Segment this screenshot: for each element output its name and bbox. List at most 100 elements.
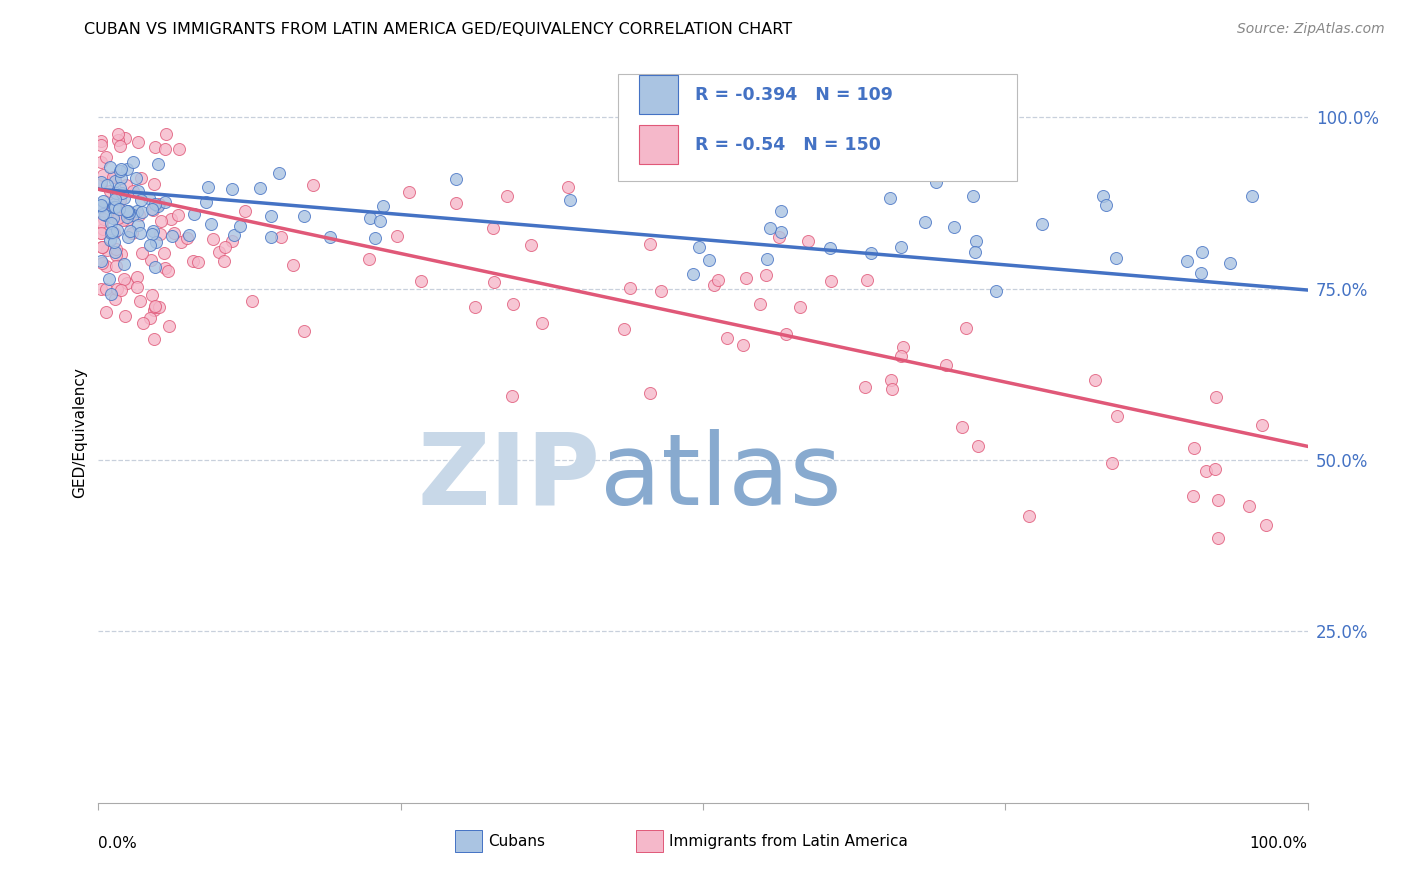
Point — [90, 135, 112, 149]
Point — [149, 214, 172, 228]
Point — [1107, 409, 1129, 424]
Point — [1191, 244, 1213, 259]
Point — [156, 264, 179, 278]
Point — [98, 160, 121, 174]
Point — [943, 220, 966, 235]
Point — [167, 142, 190, 156]
Point — [115, 276, 138, 290]
Point — [775, 326, 797, 341]
Point — [90, 155, 112, 169]
Point — [260, 229, 283, 244]
Point — [110, 161, 132, 176]
Point — [90, 201, 112, 215]
Point — [707, 273, 730, 287]
Point — [292, 324, 315, 338]
Point — [716, 331, 738, 345]
Point — [110, 283, 132, 297]
Point — [560, 194, 582, 208]
Point — [925, 175, 948, 189]
Point — [91, 256, 114, 270]
Point — [131, 245, 153, 260]
Point — [914, 215, 936, 229]
Point — [143, 300, 166, 314]
Point — [1239, 499, 1261, 513]
Point — [98, 184, 121, 198]
Point — [91, 207, 114, 221]
Point — [197, 179, 219, 194]
Point — [357, 252, 380, 267]
Point — [143, 260, 166, 275]
Point — [90, 175, 112, 189]
Point — [127, 270, 149, 285]
Point — [111, 186, 134, 200]
Point — [619, 281, 641, 295]
Point — [138, 238, 160, 252]
Text: R = -0.394   N = 109: R = -0.394 N = 109 — [695, 86, 893, 103]
Point — [128, 208, 150, 222]
Point — [141, 202, 163, 216]
Point — [240, 294, 263, 309]
Point — [755, 268, 778, 282]
Point — [1095, 197, 1118, 211]
Point — [107, 132, 129, 146]
Point — [98, 233, 121, 247]
Point — [398, 185, 420, 199]
Point — [115, 162, 138, 177]
Point — [101, 211, 124, 225]
Point — [146, 157, 169, 171]
Point — [200, 217, 222, 231]
Point — [108, 139, 131, 153]
Point — [187, 255, 209, 269]
Point — [104, 193, 127, 207]
Point — [94, 259, 117, 273]
Point — [967, 439, 990, 453]
Point — [93, 168, 115, 182]
Point — [1240, 188, 1263, 202]
Point — [153, 246, 176, 260]
Point — [138, 310, 160, 325]
Point — [103, 193, 125, 207]
Point — [170, 235, 193, 250]
Point — [96, 150, 118, 164]
Point — [501, 388, 523, 402]
Y-axis label: GED/Equivalency: GED/Equivalency — [72, 368, 87, 498]
Point — [965, 234, 987, 248]
Point — [267, 166, 290, 180]
Point — [183, 207, 205, 221]
Point — [364, 231, 387, 245]
Point — [118, 206, 141, 220]
Point — [127, 218, 149, 232]
Point — [90, 227, 112, 241]
Point — [90, 138, 112, 153]
Point — [108, 163, 131, 178]
Point — [149, 227, 172, 242]
Point — [1206, 531, 1229, 545]
Point — [318, 230, 340, 244]
Point — [127, 280, 149, 294]
Point — [103, 174, 125, 188]
Point — [91, 194, 114, 209]
Point — [1018, 509, 1040, 524]
Point — [104, 201, 127, 215]
Point — [90, 283, 112, 297]
Point — [120, 224, 142, 238]
Point — [879, 190, 901, 204]
Point — [100, 216, 122, 230]
Point — [107, 223, 129, 237]
Point — [214, 240, 236, 254]
Point — [233, 203, 256, 218]
Point — [444, 196, 467, 211]
Point — [221, 235, 243, 249]
Point — [143, 303, 166, 318]
Point — [108, 181, 131, 195]
Point — [129, 193, 152, 207]
Point — [104, 242, 127, 256]
Point — [138, 191, 160, 205]
Point — [359, 211, 381, 226]
Point — [986, 284, 1008, 298]
Point — [163, 226, 186, 240]
Point — [141, 288, 163, 302]
Point — [155, 142, 177, 156]
Point — [368, 214, 391, 228]
Bar — [638, 126, 678, 164]
